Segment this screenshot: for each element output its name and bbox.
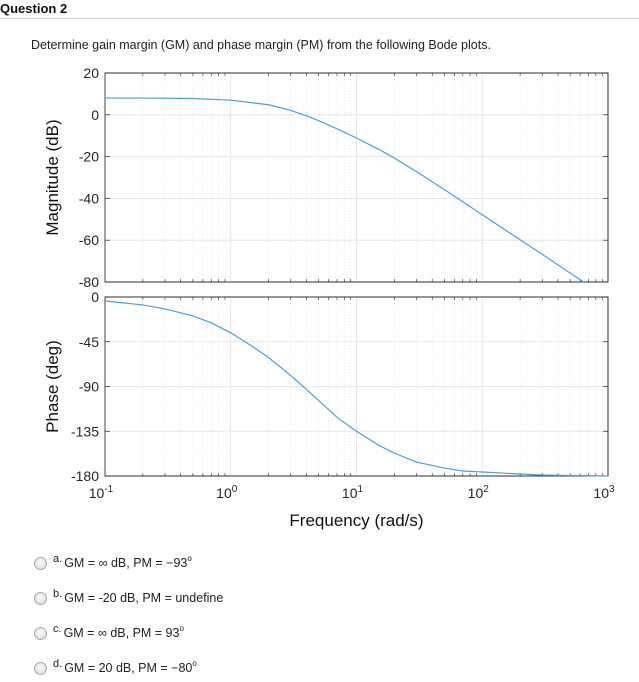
option-c-degree: o (179, 623, 184, 633)
option-b-letter: b. (53, 588, 63, 600)
option-d[interactable]: d. GM = 20 dB, PM = −80 o (34, 658, 197, 678)
option-c-radio[interactable] (34, 626, 47, 640)
option-c-text: GM = ∞ dB, PM = 93 (63, 626, 180, 640)
bode-plot: 20 0 -20 -40 -60 -80 Magnitude (dB) 0 -45 -90 -135… (43, 65, 615, 530)
option-d-letter: d. (53, 658, 63, 670)
phase-ytick-label: 0 (91, 289, 99, 305)
phase-ylabel: Phase (deg) (43, 340, 62, 433)
question-title: Question 2 (0, 1, 68, 16)
magnitude-ytick-label: -40 (79, 190, 99, 206)
option-a[interactable]: a. GM = ∞ dB, PM = −93 o (34, 553, 192, 573)
phase-xtick-label: 103 (593, 484, 615, 501)
phase-xlabel: Frequency (rad/s) (289, 511, 423, 530)
magnitude-ytick-label: 0 (91, 107, 99, 123)
option-c[interactable]: c. GM = ∞ dB, PM = 93 o (34, 623, 184, 643)
magnitude-ylabel: Magnitude (dB) (43, 119, 62, 235)
magnitude-ytick-label: -20 (79, 149, 99, 165)
magnitude-ytick-label: -60 (79, 232, 99, 248)
option-b[interactable]: b. GM = -20 dB, PM = undefine (34, 588, 223, 608)
option-b-radio[interactable] (34, 591, 47, 605)
question-header: Question 2 (0, 0, 639, 19)
phase-ytick-label: -180 (71, 468, 99, 484)
magnitude-curve (105, 97, 585, 283)
option-a-text: GM = ∞ dB, PM = −93 (64, 556, 188, 570)
magnitude-ytick-label: -80 (79, 274, 99, 290)
phase-xtick-label: 101 (342, 484, 364, 501)
phase-curve (104, 300, 609, 477)
phase-xtick-label: 100 (216, 484, 238, 501)
option-d-degree: o (192, 658, 197, 668)
option-d-radio[interactable] (34, 661, 47, 675)
option-a-letter: a. (53, 553, 63, 565)
option-a-radio[interactable] (34, 556, 47, 570)
option-a-degree: o (187, 553, 192, 563)
magnitude-frame (104, 72, 609, 283)
phase-frame (104, 296, 609, 477)
phase-ytick-label: -135 (71, 423, 99, 439)
phase-ytick-label: -90 (79, 379, 99, 395)
phase-xtick-label: 10-1 (89, 484, 114, 501)
magnitude-ytick-label: 20 (83, 65, 99, 81)
option-c-letter: c. (53, 623, 62, 635)
phase-xtick-label: 102 (468, 484, 490, 501)
option-d-text: GM = 20 dB, PM = −80 (64, 661, 193, 675)
option-b-text: GM = -20 dB, PM = undefine (64, 591, 224, 605)
question-text: Determine gain margin (GM) and phase mar… (31, 38, 491, 52)
phase-ytick-label: -45 (79, 334, 99, 350)
